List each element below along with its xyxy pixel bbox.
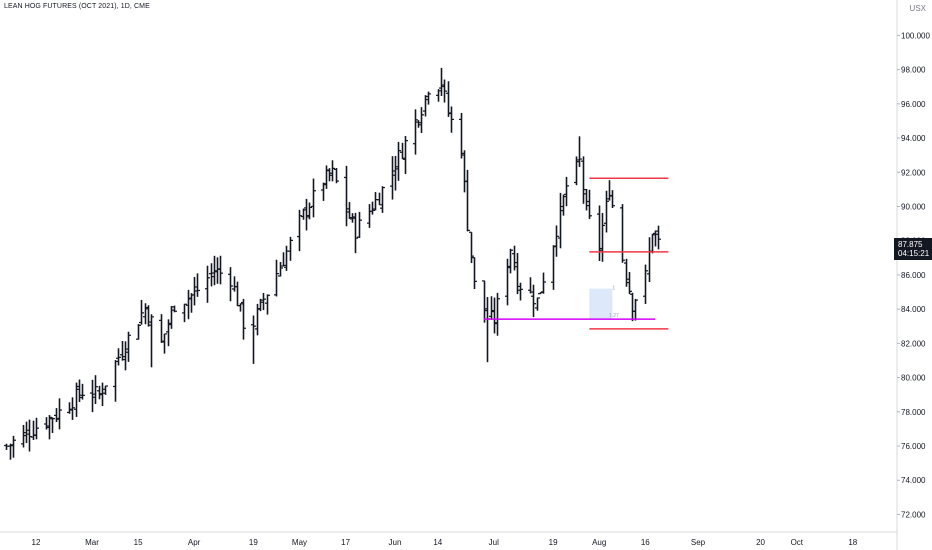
time-tick-label: 12	[32, 538, 41, 547]
price-tick-label: 94.000	[901, 134, 926, 143]
time-tick-label: Sep	[691, 538, 706, 547]
price-tick-label: 92.000	[901, 168, 926, 177]
price-tick-label: 74.000	[901, 476, 926, 485]
price-tick-label: 86.000	[901, 271, 926, 280]
time-tick-label: 19	[249, 538, 258, 547]
price-tick-label: 82.000	[901, 339, 926, 348]
price-tick-label: 96.000	[901, 100, 926, 109]
currency-label[interactable]: USX	[909, 4, 926, 13]
price-tick-label: 80.000	[901, 374, 926, 383]
time-tick-label: May	[292, 538, 307, 547]
price-tick-label: 72.000	[901, 510, 926, 519]
time-tick-label: 17	[341, 538, 350, 547]
fib-label-extension: 1.27	[609, 313, 619, 319]
chart-title: LEAN HOG FUTURES (OCT 2021), 1D, CME	[4, 3, 150, 10]
last-price-badge: 87.875 04:15:21	[894, 237, 932, 260]
time-tick-label: Jun	[389, 538, 402, 547]
time-tick-label: Apr	[188, 538, 201, 547]
last-price-value: 87.875	[898, 239, 923, 249]
time-tick-label: 15	[134, 538, 143, 547]
time-tick-label: 16	[641, 538, 650, 547]
price-tick-label: 100.000	[901, 31, 930, 40]
price-tick-label: 76.000	[901, 442, 926, 451]
time-tick-label: 19	[549, 538, 558, 547]
price-tick-label: 78.000	[901, 408, 926, 417]
fib-extension-zone	[589, 288, 613, 320]
time-tick-label: Jul	[489, 538, 499, 547]
price-tick-label: 84.000	[901, 305, 926, 314]
price-tick-label: 90.000	[901, 202, 926, 211]
price-tick-label: 98.000	[901, 66, 926, 75]
time-tick-label: Oct	[791, 538, 804, 547]
time-tick-label: Aug	[592, 538, 606, 547]
fib-label-one: 1	[612, 286, 615, 292]
time-tick-label: Mar	[85, 538, 99, 547]
time-tick-label: 14	[433, 538, 442, 547]
time-tick-label: 18	[848, 538, 857, 547]
time-tick-label: 20	[756, 538, 765, 547]
bar-countdown: 04:15:21	[898, 248, 930, 258]
